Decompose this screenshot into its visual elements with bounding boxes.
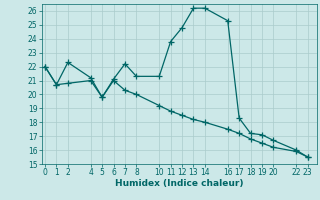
X-axis label: Humidex (Indice chaleur): Humidex (Indice chaleur) bbox=[115, 179, 244, 188]
